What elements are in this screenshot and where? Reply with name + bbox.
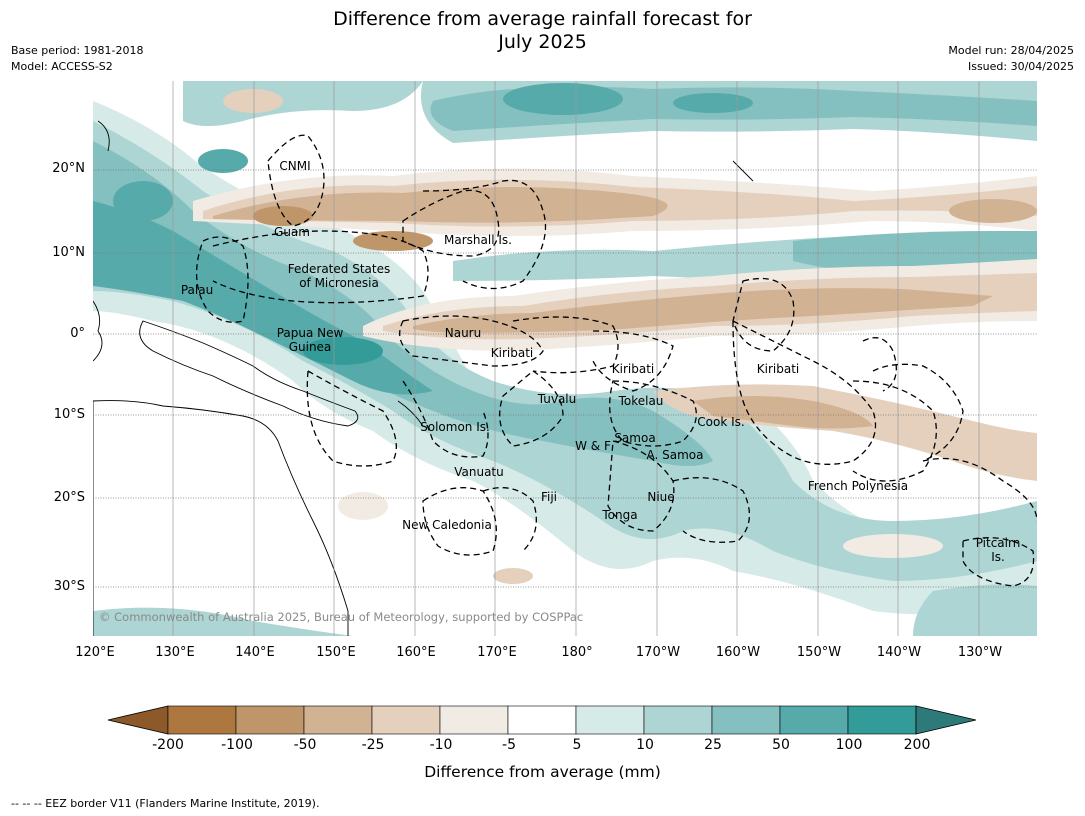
- lat-label-0: 0°: [70, 326, 85, 341]
- lat-label-30s: 30°S: [53, 579, 85, 594]
- model-name: Model: ACCESS-S2: [11, 60, 113, 73]
- label-french-polynesia: French Polynesia: [808, 479, 908, 493]
- label-kiribati-east: Kiribati: [757, 362, 799, 376]
- label-new-caledonia: New Caledonia: [402, 518, 492, 532]
- colorbar-cell: [167, 705, 237, 735]
- lon-label-150w: 150°W: [796, 645, 842, 660]
- eez-legend-note: -- -- -- EEZ border V11 (Flanders Marine…: [11, 797, 320, 810]
- colorbar-cell: [371, 705, 441, 735]
- label-wf: W & F: [575, 439, 611, 453]
- label-png-1: Papua New: [277, 326, 344, 340]
- colorbar-cell: [711, 705, 781, 735]
- colorbar-cell: [847, 705, 917, 735]
- cbar-tick-m200: -200: [152, 737, 184, 753]
- label-tokelau: Tokelau: [618, 394, 664, 408]
- colorbar-extend-low: [107, 705, 169, 735]
- label-fsm-1: Federated States: [288, 262, 390, 276]
- label-kiribati-central: Kiribati: [612, 362, 654, 376]
- colorbar-cell: [235, 705, 305, 735]
- cbar-tick-100: 100: [835, 737, 863, 753]
- lon-label-160e: 160°E: [396, 645, 436, 660]
- label-samoa: Samoa: [614, 431, 655, 445]
- lat-label-10s: 10°S: [53, 407, 85, 422]
- title-line-2: July 2025: [498, 31, 587, 53]
- label-guam: Guam: [274, 225, 310, 239]
- colorbar-cell: [779, 705, 849, 735]
- lon-label-170w: 170°W: [635, 645, 681, 660]
- lat-label-10n: 10°N: [52, 245, 85, 260]
- label-fsm-2: of Micronesia: [299, 276, 379, 290]
- colorbar-cell: [575, 705, 645, 735]
- label-pitcairn-1: Pitcairn: [976, 536, 1021, 550]
- cbar-tick-m50: -50: [293, 737, 317, 753]
- label-pitcairn-2: Is.: [991, 550, 1005, 564]
- cbar-tick-50: 50: [772, 737, 790, 753]
- model-run: Model run: 28/04/2025: [948, 44, 1074, 57]
- colorbar-cell: [643, 705, 713, 735]
- meta-right: Model run: 28/04/2025 Issued: 30/04/2025: [948, 43, 1074, 75]
- label-a-samoa: A. Samoa: [647, 448, 704, 462]
- base-period: Base period: 1981-2018: [11, 44, 144, 57]
- copyright-notice: © Commonwealth of Australia 2025, Bureau…: [99, 610, 584, 624]
- label-marshall: Marshall Is.: [444, 233, 512, 247]
- label-kiribati-west: Kiribati: [491, 346, 533, 360]
- cbar-tick-m5: -5: [502, 737, 516, 753]
- cbar-tick-m10: -10: [429, 737, 453, 753]
- label-vanuatu: Vanuatu: [454, 465, 504, 479]
- meta-left: Base period: 1981-2018 Model: ACCESS-S2: [11, 43, 143, 75]
- colorbar-cells: [107, 705, 977, 735]
- cbar-tick-m100: -100: [221, 737, 253, 753]
- colorbar-cell: [507, 705, 577, 735]
- lon-label-180: 180°: [561, 645, 593, 660]
- cbar-tick-5: 5: [572, 737, 582, 753]
- label-nauru: Nauru: [445, 326, 481, 340]
- colorbar-cell: [303, 705, 373, 735]
- cbar-tick-25: 25: [704, 737, 722, 753]
- lon-label-160w: 160°W: [715, 645, 761, 660]
- lon-label-130e: 130°E: [155, 645, 195, 660]
- colorbar: [107, 705, 977, 735]
- cbar-tick-200: 200: [903, 737, 931, 753]
- map-title: Difference from average rainfall forecas…: [0, 8, 1085, 54]
- cbar-tick-10: 10: [636, 737, 654, 753]
- lon-label-130w: 130°W: [957, 645, 1003, 660]
- label-fiji: Fiji: [541, 490, 557, 504]
- label-niue: Niue: [647, 490, 674, 504]
- colorbar-extend-high: [915, 705, 977, 735]
- eez-borders: [195, 134, 1037, 587]
- lat-label-20n: 20°N: [52, 161, 85, 176]
- lon-label-170e: 170°E: [477, 645, 517, 660]
- colorbar-cell: [439, 705, 509, 735]
- lat-label-20s: 20°S: [53, 490, 85, 505]
- label-cook: Cook Is.: [697, 415, 744, 429]
- title-line-1: Difference from average rainfall forecas…: [333, 8, 752, 30]
- label-png-2: Guinea: [289, 340, 332, 354]
- region-labels: CNMI Guam Marshall Is. Federated States …: [181, 159, 1020, 564]
- colorbar-label: Difference from average (mm): [424, 763, 661, 781]
- lon-label-140e: 140°E: [235, 645, 275, 660]
- issued-date: Issued: 30/04/2025: [967, 60, 1074, 73]
- label-solomon: Solomon Is.: [420, 420, 490, 434]
- anomaly-field: [93, 81, 1037, 636]
- rainfall-map: CNMI Guam Marshall Is. Federated States …: [93, 81, 1037, 636]
- label-palau: Palau: [181, 283, 213, 297]
- cbar-tick-m25: -25: [361, 737, 385, 753]
- lon-label-120e: 120°E: [75, 645, 115, 660]
- coastlines: [93, 120, 754, 636]
- graticule: [172, 81, 980, 636]
- label-cnmi: CNMI: [279, 159, 310, 173]
- lon-label-140w: 140°W: [876, 645, 922, 660]
- lon-label-150e: 150°E: [316, 645, 356, 660]
- label-tonga: Tonga: [601, 508, 637, 522]
- label-tuvalu: Tuvalu: [537, 392, 577, 406]
